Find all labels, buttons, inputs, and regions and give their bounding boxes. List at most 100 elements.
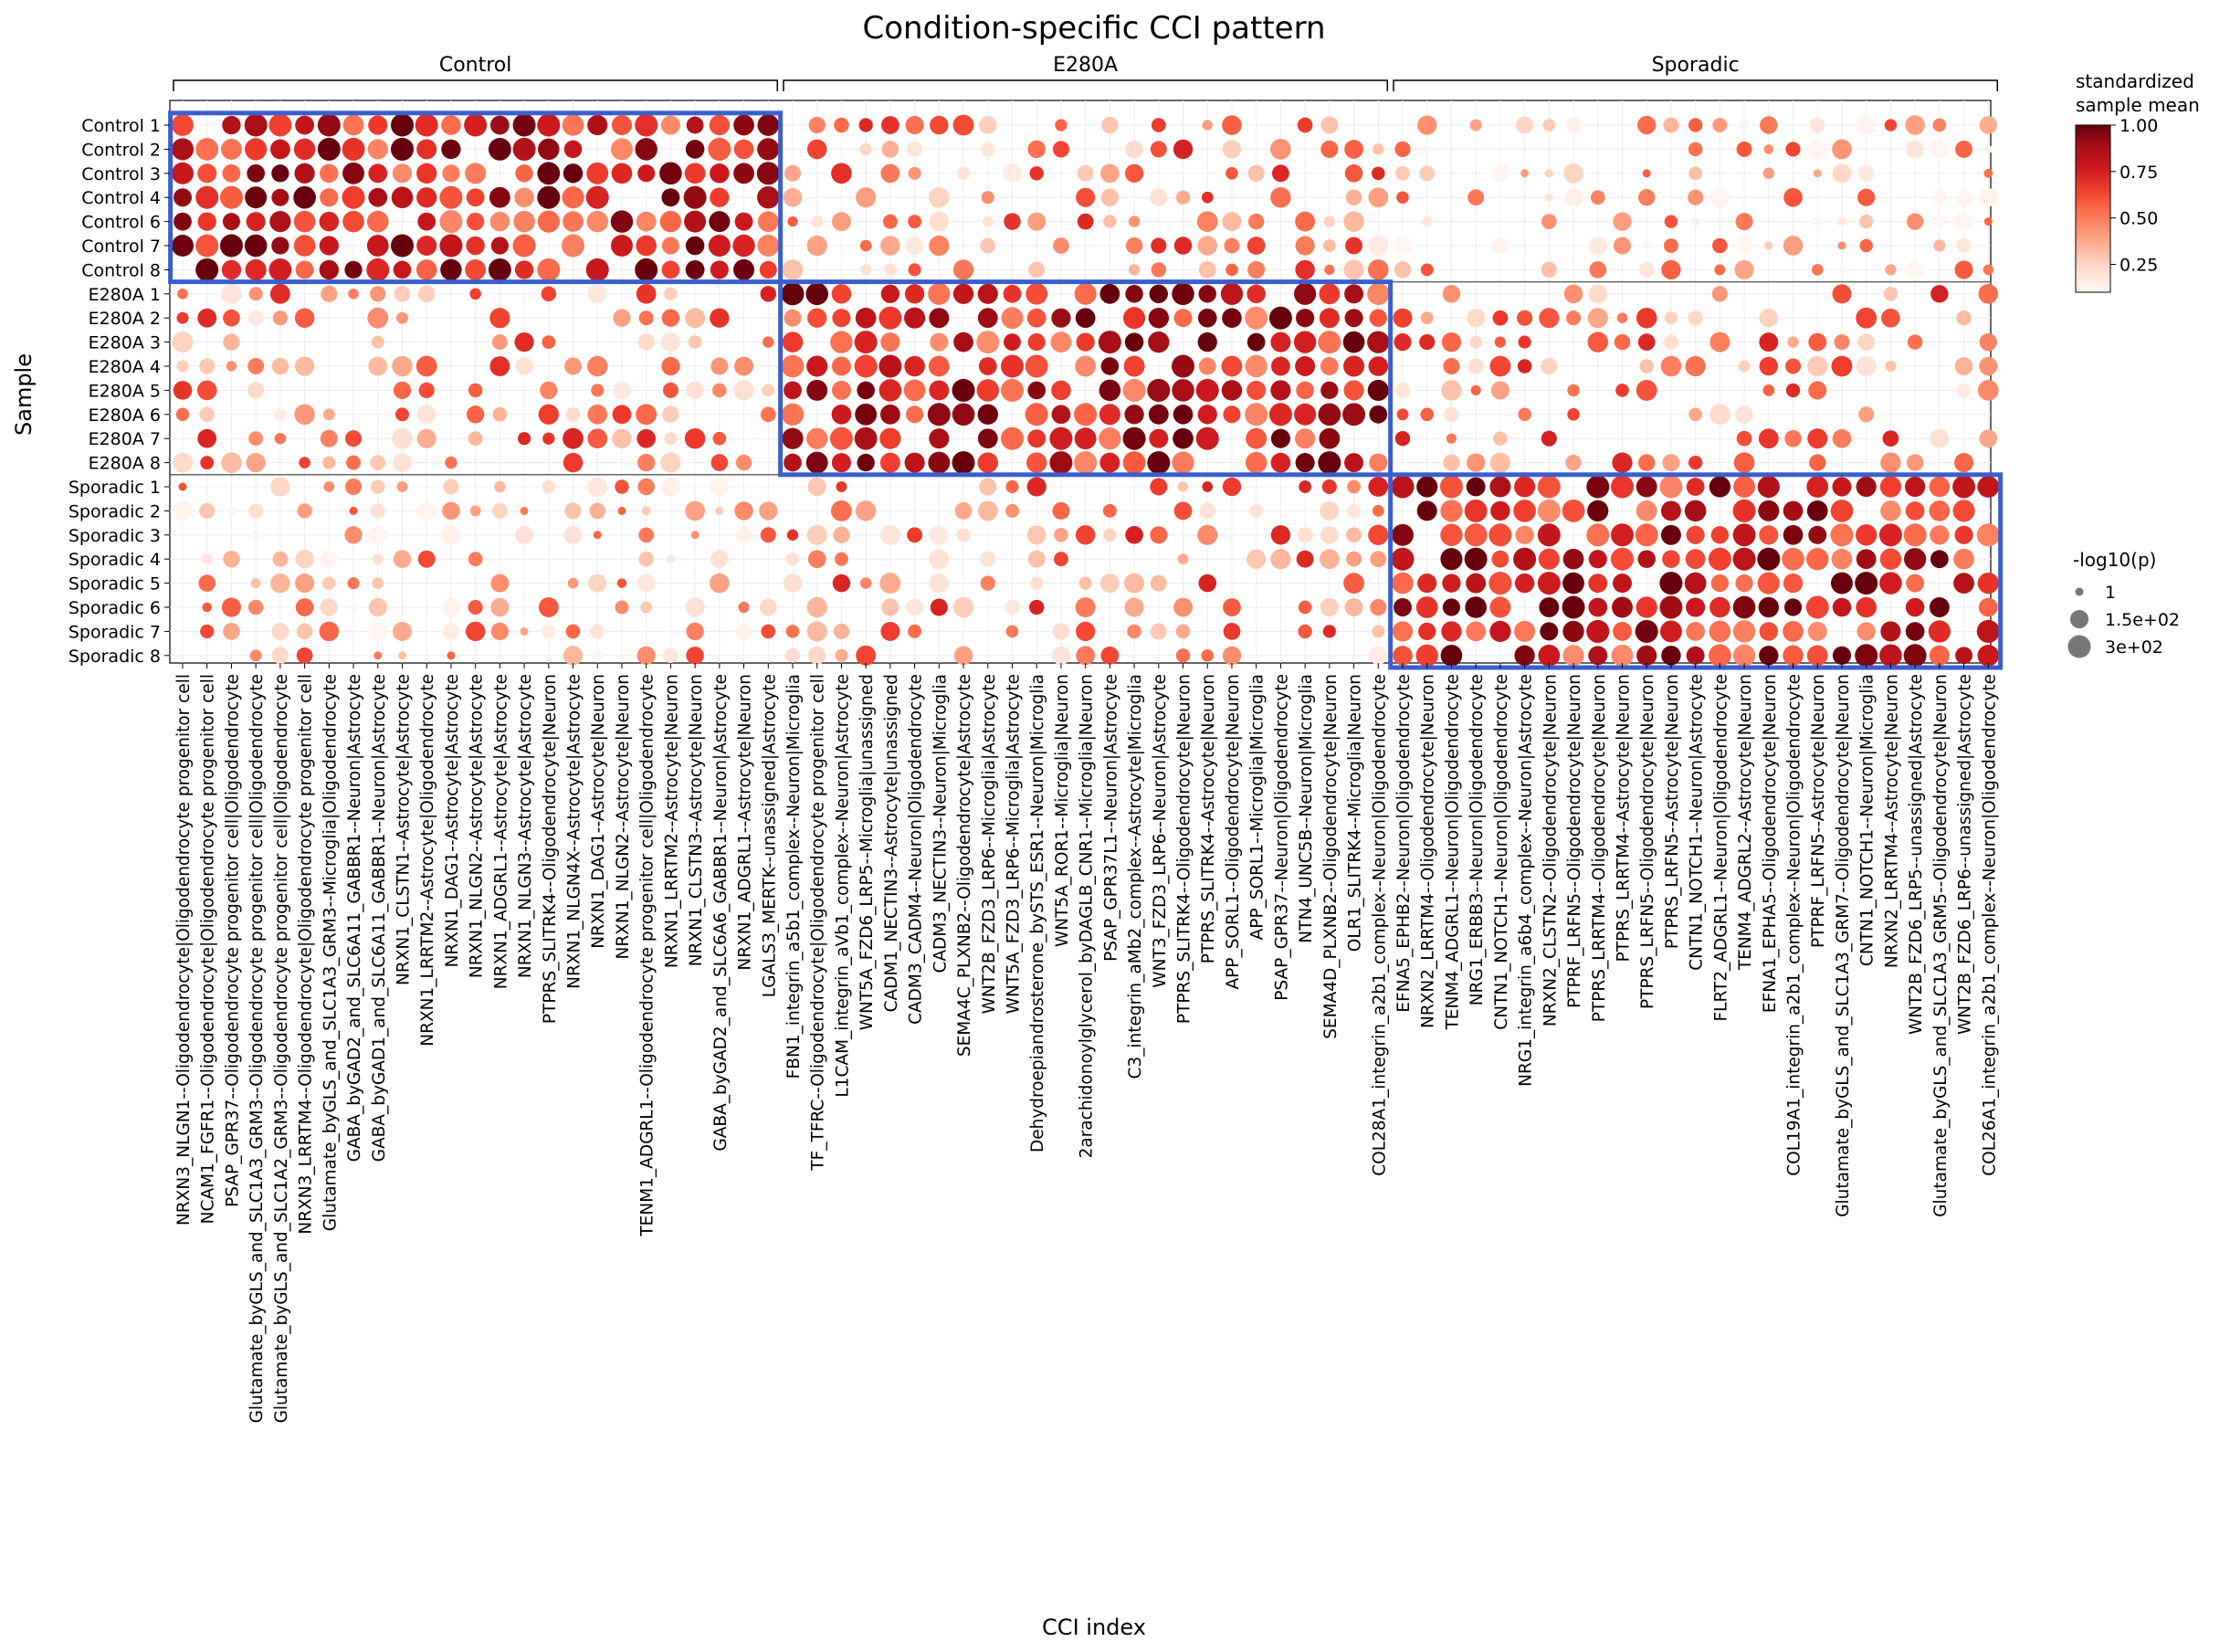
x-tick-label: APP_SORL1--Oligodendrocyte|Neuron <box>1224 674 1243 990</box>
dot <box>710 260 729 279</box>
x-tick-label: COL19A1_integrin_a2b1_complex--Neuron|Ol… <box>1785 674 1804 1176</box>
dot <box>1759 308 1779 328</box>
x-tick-label: NRXN1_NLGN2--Astrocyte|Astrocyte <box>468 674 487 978</box>
dot <box>219 185 243 209</box>
dot <box>733 163 754 184</box>
dot <box>1978 597 1998 617</box>
x-tick-label: WNT5A_FZD3_LRP6--Microglia|Astrocyte <box>1004 674 1023 1014</box>
dot <box>1029 599 1045 616</box>
dot <box>321 285 338 302</box>
dot <box>685 259 705 279</box>
dot <box>563 140 583 159</box>
dot <box>416 187 437 208</box>
dot <box>1100 188 1120 206</box>
dot <box>1222 646 1242 665</box>
dot <box>1177 481 1189 492</box>
dot <box>1197 236 1217 256</box>
dot <box>905 237 924 255</box>
dot <box>417 212 437 231</box>
dot <box>635 113 658 137</box>
dot <box>1537 523 1561 547</box>
dot <box>1122 451 1146 474</box>
dot <box>415 355 437 377</box>
dot <box>567 577 579 589</box>
dot <box>1735 213 1753 231</box>
dot <box>612 405 632 425</box>
dot <box>465 621 486 642</box>
dot <box>1906 454 1924 471</box>
dot <box>761 624 776 639</box>
dot <box>1813 216 1823 226</box>
dot <box>520 626 529 636</box>
x-tick-label: CADM3_NECTIN3--Neuron|Microglia <box>931 674 950 973</box>
dot <box>219 234 243 258</box>
dot <box>1733 452 1755 473</box>
dot <box>635 138 657 161</box>
dot <box>222 163 241 183</box>
dot <box>636 211 657 232</box>
dot <box>952 259 974 280</box>
dot <box>491 334 508 351</box>
dot <box>1419 334 1436 351</box>
dot <box>1686 622 1705 641</box>
dot <box>1027 212 1047 231</box>
dot <box>1128 216 1141 227</box>
dot <box>1270 525 1291 545</box>
dot <box>1294 282 1317 305</box>
dot <box>294 308 315 328</box>
dot <box>1222 115 1242 135</box>
dot <box>589 502 606 520</box>
dot <box>759 598 777 616</box>
dot <box>664 432 678 446</box>
dot <box>564 357 583 375</box>
dot <box>542 479 555 494</box>
x-tick-label: NRXN1_CLSTN3--Astrocyte|Neuron <box>687 674 706 966</box>
dot <box>542 624 556 639</box>
dot <box>1541 214 1557 229</box>
dot <box>1492 310 1509 326</box>
dot <box>1611 644 1634 667</box>
dot <box>489 115 510 135</box>
dot <box>200 624 215 638</box>
x-tick-label: CADM3_CADM4--Neuron|Oligodendrocyte <box>907 674 926 1025</box>
dot <box>1318 331 1341 354</box>
dot <box>249 649 262 662</box>
y-tick-label: Control 1 <box>81 116 161 136</box>
dot <box>469 505 481 517</box>
x-tick-label: Dehydroepiandrosterone_bySTS_ESR1--Neuro… <box>1028 674 1047 1152</box>
dot <box>952 403 975 426</box>
y-tick-label: Sporadic 5 <box>68 574 161 595</box>
dot <box>1735 573 1753 593</box>
dot <box>1785 358 1802 374</box>
size-legend-label: 1.5e+02 <box>2105 610 2180 630</box>
y-tick-label: Control 6 <box>81 213 161 233</box>
dot <box>1393 646 1413 666</box>
dot <box>1906 260 1924 279</box>
dot <box>855 307 877 329</box>
dot <box>685 140 705 159</box>
dot <box>320 598 338 616</box>
dot <box>806 355 828 377</box>
dot <box>1518 407 1531 422</box>
dot <box>468 599 483 616</box>
dot <box>928 282 951 305</box>
dot <box>611 235 633 257</box>
dot <box>1732 644 1756 667</box>
size-legend-label: 1 <box>2105 583 2116 603</box>
x-tick-label: WNT3_FZD3_LRP6--Neuron|Astrocyte <box>1151 674 1170 988</box>
dot <box>829 426 853 450</box>
dot <box>1421 216 1433 227</box>
dot <box>710 454 729 471</box>
dot <box>342 162 365 184</box>
x-tick-label: Glutamate_byGLS_and_SLC1A3_GRM3--Microgl… <box>321 674 340 1231</box>
dot <box>417 550 436 568</box>
dot <box>1368 187 1389 208</box>
dot <box>268 258 292 281</box>
dot <box>1836 216 1847 226</box>
dot <box>1220 282 1244 305</box>
dot <box>1858 406 1875 423</box>
dot <box>593 531 602 540</box>
dot <box>371 479 385 494</box>
dot <box>221 259 242 280</box>
